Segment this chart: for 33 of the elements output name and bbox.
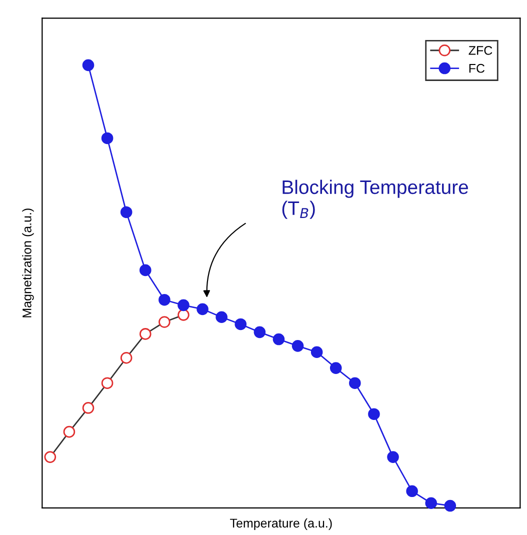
- point: [178, 299, 190, 312]
- point: [368, 408, 380, 420]
- point: [349, 377, 361, 390]
- point: [139, 328, 152, 340]
- point: [387, 451, 399, 463]
- point: [44, 451, 56, 463]
- point: [234, 318, 247, 330]
- point: [406, 485, 418, 498]
- point: [444, 500, 456, 512]
- point: [292, 340, 304, 352]
- point: [216, 311, 228, 324]
- point: [272, 333, 285, 346]
- point: [254, 326, 266, 338]
- point: [120, 352, 132, 364]
- point: [120, 206, 132, 218]
- point: [196, 303, 208, 316]
- point: [101, 132, 114, 144]
- point: [425, 497, 438, 510]
- legend-label: ZFC: [468, 46, 492, 55]
- x-axis-title: Temperature (a.u.): [230, 518, 332, 530]
- point: [310, 346, 323, 358]
- point: [82, 402, 94, 414]
- annotation: Blocking Temperature (T$_{B}$): [282, 180, 468, 219]
- point: [101, 377, 114, 390]
- legend-label: FC: [469, 64, 485, 73]
- point: [178, 309, 190, 321]
- y-axis-title: Magnetization (a.u.): [22, 208, 34, 318]
- point: [330, 362, 342, 374]
- point: [139, 264, 152, 276]
- point: [82, 59, 94, 72]
- point: [158, 316, 170, 328]
- point: [158, 294, 170, 306]
- point: [63, 426, 76, 438]
